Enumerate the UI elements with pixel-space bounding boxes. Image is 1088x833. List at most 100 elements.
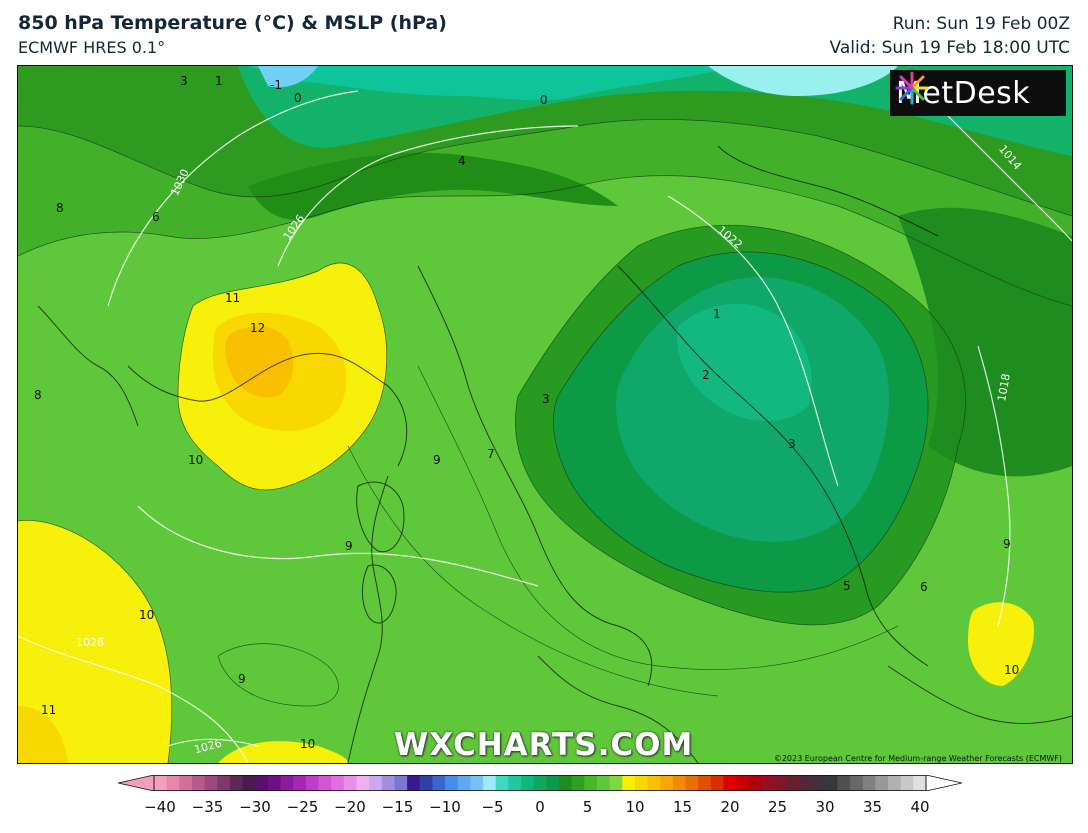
temp-label: 1 xyxy=(215,74,223,88)
colorbar-swatch xyxy=(900,775,914,791)
colorbar-tick-label: 5 xyxy=(582,798,593,816)
colorbar-swatch xyxy=(546,775,560,791)
temp-label: 6 xyxy=(152,210,160,224)
temp-label: 10 xyxy=(188,453,204,467)
temp-label: 2 xyxy=(702,368,710,382)
temp-label: 0 xyxy=(294,91,302,105)
colorbar-tick-label: −30 xyxy=(239,798,271,816)
colorbar-tick-label: 25 xyxy=(767,798,788,816)
temp-label: 9 xyxy=(238,672,246,686)
chart-title: 850 hPa Temperature (°C) & MSLP (hPa) xyxy=(18,12,447,34)
colorbar-swatch xyxy=(432,775,446,791)
colorbar-swatch xyxy=(154,775,168,791)
colorbar-tick-label: 0 xyxy=(535,798,545,816)
temp-label: 3 xyxy=(180,74,188,88)
colorbar-swatch xyxy=(331,775,345,791)
colorbar-swatch xyxy=(774,775,788,791)
temp-label: 1 xyxy=(713,307,721,321)
colorbar-swatch xyxy=(609,775,623,791)
colorbar-tick-label: −10 xyxy=(429,798,461,816)
colorbar-tick-label: −5 xyxy=(481,798,504,816)
colorbar-swatch xyxy=(736,775,750,791)
temp-label: 4 xyxy=(458,154,466,168)
colorbar-swatch xyxy=(343,775,357,791)
colorbar-tick-label: 20 xyxy=(720,798,740,816)
temperature-field xyxy=(18,66,1072,763)
temp-label: 6 xyxy=(920,580,928,594)
colorbar-swatch xyxy=(533,775,547,791)
colorbar-swatch xyxy=(394,775,408,791)
colorbar-tick-label: −40 xyxy=(144,798,176,816)
model-subtitle: ECMWF HRES 0.1° xyxy=(18,38,166,57)
colorbar-swatch xyxy=(419,775,433,791)
colorbar-swatch xyxy=(558,775,573,791)
colorbar-swatch xyxy=(204,775,218,791)
colorbar-swatch xyxy=(634,775,649,791)
colorbar-swatch xyxy=(318,775,332,791)
colorbar-swatch xyxy=(229,775,244,791)
colorbar-swatch xyxy=(723,775,737,791)
temp-label: 9 xyxy=(433,453,441,467)
colorbar-swatch xyxy=(470,775,484,791)
colorbar-swatch xyxy=(672,775,687,791)
colorbar-swatch xyxy=(710,775,725,791)
wxcharts-watermark: WXCHARTS.COM xyxy=(394,727,694,763)
colorbar-swatch xyxy=(824,775,838,791)
colorbar-swatch xyxy=(242,775,256,791)
temp-label: 10 xyxy=(1004,663,1020,677)
colorbar-swatch xyxy=(837,775,851,791)
colorbar-tick-label: 35 xyxy=(862,798,883,816)
colorbar-tick-label: −35 xyxy=(191,798,224,816)
temp-label: 3 xyxy=(788,437,796,451)
metdesk-logo: MetDesk xyxy=(890,70,1066,116)
colorbar-swatch xyxy=(660,775,674,791)
colorbar-tick-label: −15 xyxy=(381,798,414,816)
colorbar-swatch xyxy=(191,775,206,791)
temp-label: -1 xyxy=(270,78,282,92)
colorbar-swatch xyxy=(267,775,282,791)
temp-label: 10 xyxy=(139,608,155,622)
weather-map[interactable]: 3 1 -1 0 0 4 8 6 11 12 10 8 9 7 9 3 1 2 … xyxy=(17,65,1073,764)
colorbar-swatch xyxy=(647,775,661,791)
colorbar-swatch xyxy=(508,775,522,791)
colorbar-tick-label: 40 xyxy=(910,798,930,816)
colorbar-max-arrow xyxy=(925,775,962,791)
colorbar-swatch xyxy=(850,775,864,791)
colorbar-swatch xyxy=(166,775,180,791)
colorbar-swatch xyxy=(381,775,395,791)
colorbar-swatch xyxy=(913,775,927,791)
temp-label: 3 xyxy=(542,392,550,406)
colorbar-swatch xyxy=(786,775,800,791)
colorbar-swatch xyxy=(812,775,826,791)
colorbar-swatch xyxy=(305,775,320,791)
temp-label: 9 xyxy=(345,539,353,553)
colorbar-swatch xyxy=(369,775,383,791)
colorbar-swatch xyxy=(255,775,269,791)
colorbar-swatch xyxy=(888,775,902,791)
colorbar-swatch xyxy=(748,775,762,791)
colorbar-swatch xyxy=(179,775,193,791)
temp-label: 11 xyxy=(41,703,57,717)
colorbar-swatch xyxy=(685,775,699,791)
colorbar-swatch xyxy=(571,775,585,791)
metdesk-starburst-icon xyxy=(895,71,929,105)
colorbar-swatch xyxy=(521,775,535,791)
temp-label: 12 xyxy=(250,321,266,335)
colorbar-tick-label: −20 xyxy=(334,798,366,816)
colorbar-min-arrow xyxy=(118,775,155,791)
colorbar-tick-label: −25 xyxy=(286,798,319,816)
temp-label: 9 xyxy=(1003,537,1011,551)
temp-label: 10 xyxy=(300,737,316,751)
valid-time: Valid: Sun 19 Feb 18:00 UTC xyxy=(829,38,1070,58)
colorbar-swatch xyxy=(875,775,889,791)
colorbar-swatch xyxy=(217,775,231,791)
colorbar-swatch xyxy=(457,775,471,791)
temp-label: 5 xyxy=(843,579,851,593)
colorbar-swatch xyxy=(495,775,509,791)
colorbar-swatch xyxy=(445,775,459,791)
temp-label: 8 xyxy=(56,201,64,215)
temp-label: 8 xyxy=(34,388,42,402)
colorbar-swatch xyxy=(407,775,421,791)
colorbar-swatch xyxy=(356,775,370,791)
temp-label: 11 xyxy=(225,291,241,305)
